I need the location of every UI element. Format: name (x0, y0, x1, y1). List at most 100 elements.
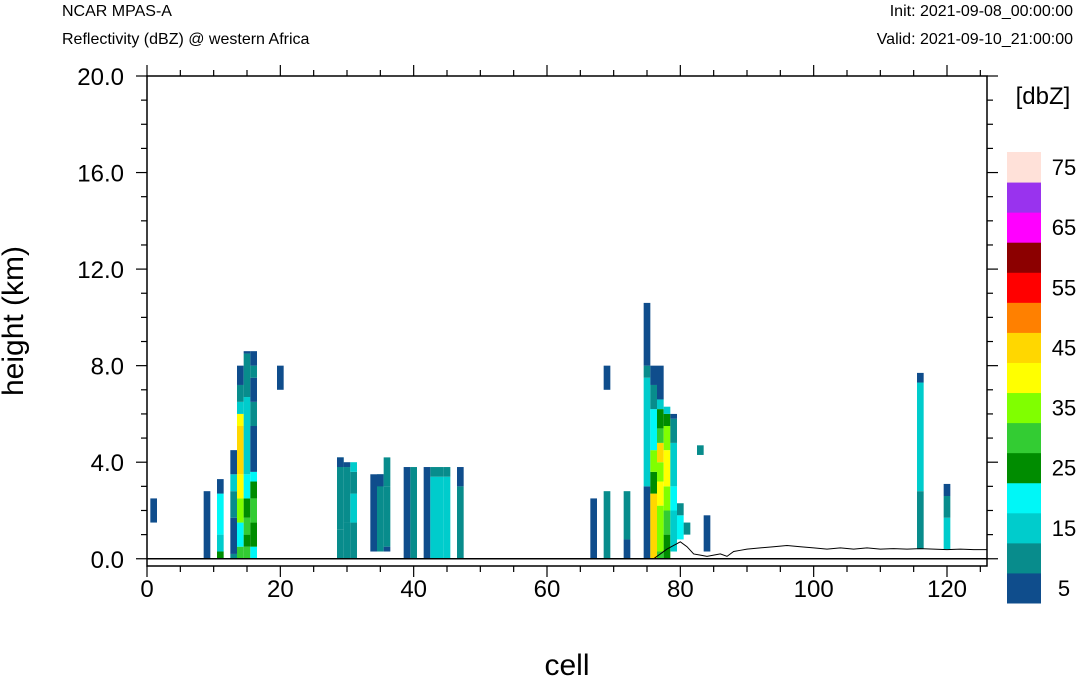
reflectivity-cell (343, 462, 351, 468)
colorbar-swatch (1007, 572, 1041, 604)
chart-title: NCAR MPAS-A (62, 3, 172, 20)
reflectivity-cell (917, 491, 924, 550)
colorbar-tick-label: 75 (1052, 155, 1076, 180)
reflectivity-cell (237, 522, 244, 547)
reflectivity-cell (230, 517, 237, 554)
reflectivity-cell (663, 413, 671, 426)
x-tick-label: 20 (267, 576, 294, 603)
reflectivity-cell (243, 353, 251, 398)
colorbar-tick-label: 55 (1052, 275, 1076, 300)
reflectivity-cell (657, 409, 664, 429)
reflectivity-cell (917, 372, 924, 383)
reflectivity-cell (243, 498, 251, 518)
reflectivity-cell (217, 551, 224, 559)
reflectivity-cell (917, 382, 924, 492)
reflectivity-cell (643, 377, 651, 487)
reflectivity-cell (677, 503, 684, 516)
reflectivity-cell (277, 365, 284, 390)
reflectivity-cell (590, 498, 597, 559)
colorbar-tick-label: 25 (1052, 456, 1076, 481)
reflectivity-cell (383, 457, 391, 487)
colorbar-swatch (1007, 422, 1041, 454)
x-axis-label: cell (544, 649, 589, 677)
reflectivity-cell (657, 399, 664, 410)
colorbar-tick-label: 15 (1052, 516, 1076, 541)
colorbar-tick-label: 5 (1058, 576, 1070, 601)
reflectivity-cell (230, 553, 237, 559)
reflectivity-cell (663, 534, 671, 559)
colorbar-swatch (1007, 392, 1041, 424)
y-tick-label: 12.0 (77, 257, 124, 284)
reflectivity-cell (237, 401, 244, 414)
reflectivity-cell (650, 384, 657, 410)
reflectivity-cell (243, 351, 251, 354)
reflectivity-cells (150, 302, 951, 559)
y-tick-label: 8.0 (91, 354, 124, 381)
reflectivity-cell (243, 517, 251, 535)
reflectivity-cell (643, 302, 651, 366)
reflectivity-cell (243, 474, 251, 499)
reflectivity-cell (670, 510, 677, 552)
reflectivity-cell (250, 401, 257, 426)
reflectivity-cell (663, 426, 671, 451)
chart-subtitle: Reflectivity (dBZ) @ western Africa (62, 31, 310, 48)
reflectivity-cell (623, 539, 631, 559)
plot-frame (146, 75, 988, 567)
x-tick-label: 40 (400, 576, 427, 603)
reflectivity-cell (670, 442, 677, 487)
x-tick-label: 60 (534, 576, 561, 603)
colorbar: 5 15 25 35 45 55 65 75 (1007, 152, 1076, 604)
reflectivity-cell (350, 471, 357, 494)
reflectivity-cell (150, 498, 157, 523)
plot-axes: 0 20 40 60 80 100 120 0.0 4.0 8.0 12.0 16.0 20.0 (77, 64, 998, 603)
reflectivity-cell (383, 486, 391, 547)
reflectivity-cell (337, 529, 344, 559)
reflectivity-cell (230, 474, 237, 492)
reflectivity-cell (650, 450, 657, 472)
reflectivity-cell (663, 510, 671, 535)
reflectivity-cell (237, 546, 244, 559)
reflectivity-cell (230, 450, 237, 475)
colorbar-swatch (1007, 152, 1041, 183)
reflectivity-cell (377, 474, 384, 552)
reflectivity-cell (383, 546, 391, 552)
reflectivity-cell (443, 476, 451, 559)
reflectivity-cell (250, 365, 257, 378)
terrain-line (147, 541, 987, 560)
reflectivity-cell (943, 483, 951, 496)
reflectivity-cell (943, 517, 951, 550)
reflectivity-cell (650, 365, 657, 385)
reflectivity-cell (657, 462, 664, 482)
colorbar-units-label: [dbZ] (1016, 83, 1071, 110)
terrain-profile (653, 541, 987, 560)
y-tick-label: 16.0 (77, 161, 124, 188)
y-axis-label: height (km) (0, 246, 30, 396)
reflectivity-cell (243, 534, 251, 547)
colorbar-swatch (1007, 512, 1041, 544)
x-tick-label: 0 (140, 576, 153, 603)
reflectivity-cell (643, 486, 651, 559)
reflectivity-cell (457, 467, 464, 487)
colorbar-tick-label: 45 (1052, 335, 1076, 360)
reflectivity-cell (370, 474, 377, 552)
reflectivity-cell (657, 551, 664, 559)
colorbar-tick-label: 35 (1052, 396, 1076, 421)
reflectivity-cell (250, 351, 257, 366)
colorbar-swatch (1007, 542, 1041, 574)
reflectivity-cell (943, 496, 951, 518)
colorbar-swatch (1007, 242, 1041, 273)
reflectivity-cell (663, 406, 671, 414)
reflectivity-cell (657, 442, 664, 463)
reflectivity-cell (230, 491, 237, 518)
reflectivity-cell (350, 522, 357, 559)
reflectivity-cell (350, 462, 357, 472)
reflectivity-cell (443, 467, 451, 477)
y-tick-label: 20.0 (77, 64, 124, 91)
y-tick-label: 0.0 (91, 547, 124, 574)
reflectivity-cell (663, 486, 671, 511)
reflectivity-cell (650, 493, 657, 559)
reflectivity-cell (243, 397, 251, 475)
init-time-label: Init: 2021-09-08_00:00:00 (890, 3, 1073, 20)
reflectivity-cell (410, 467, 417, 559)
colorbar-swatch (1007, 332, 1041, 363)
